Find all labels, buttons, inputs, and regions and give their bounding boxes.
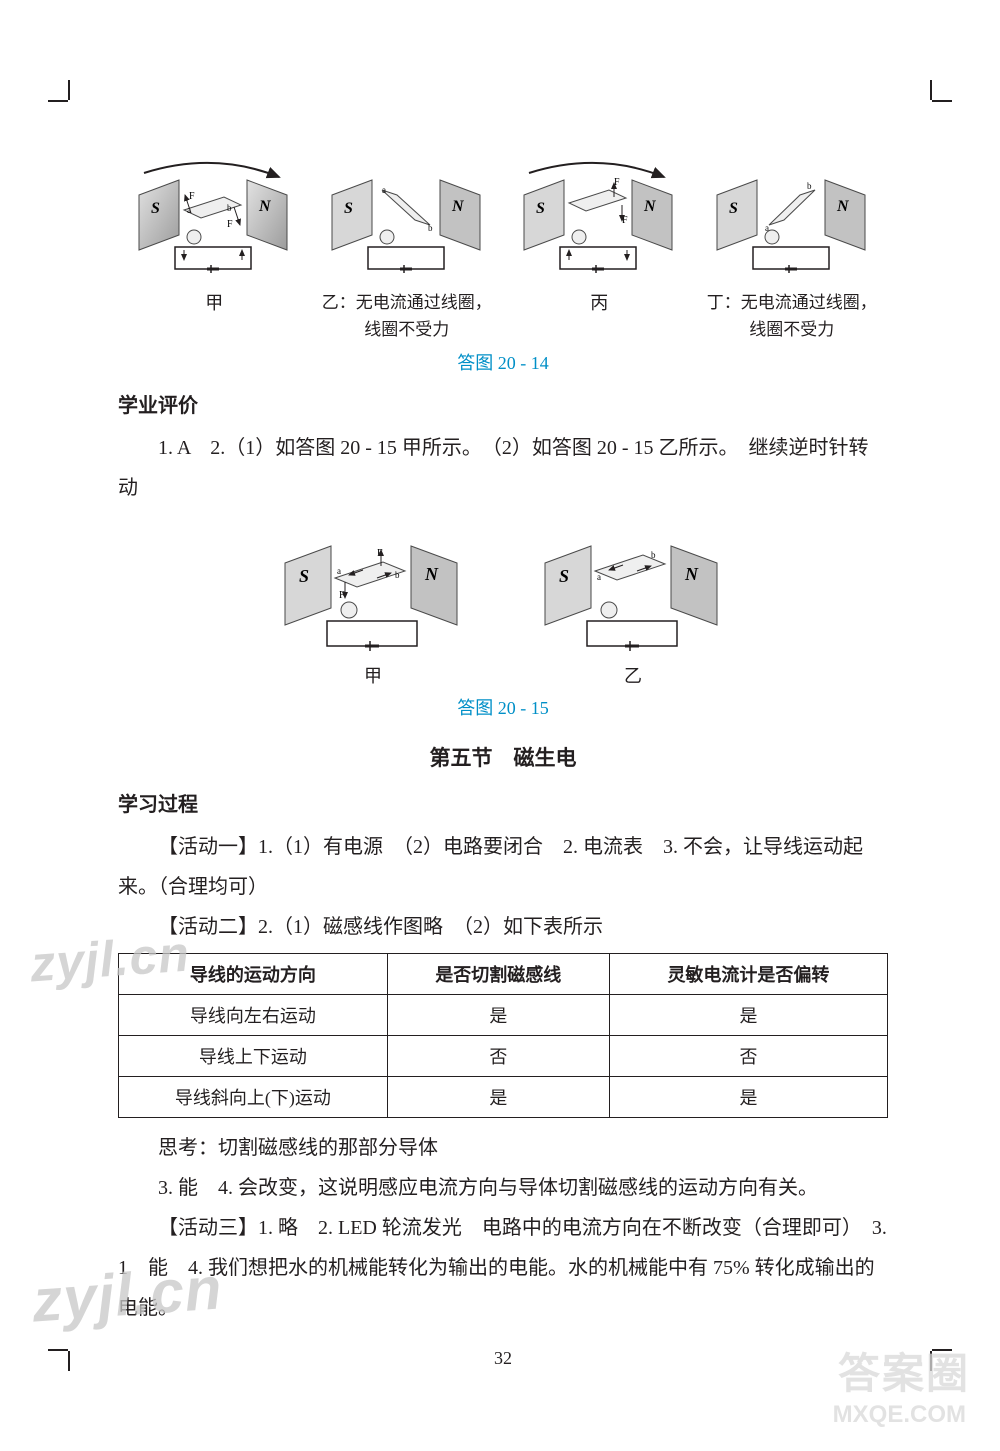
watermark-mxqe: MXQE.COM: [833, 1401, 966, 1429]
motor-diagram-icon: S N b a: [533, 518, 733, 658]
figure-mid-1: S N F F a b 甲: [273, 518, 473, 688]
table-header: 灵敏电流计是否偏转: [609, 954, 887, 995]
crop-mark-br: [922, 1341, 952, 1371]
figure-sublabel: 乙: [533, 662, 733, 688]
svg-text:b: b: [227, 203, 232, 213]
svg-text:b: b: [651, 550, 656, 560]
crop-mark-bl: [48, 1341, 78, 1371]
figure-ref-top: 答图 20 - 14: [118, 349, 888, 375]
svg-text:S: S: [299, 566, 309, 586]
process-heading: 学习过程: [118, 788, 888, 817]
table-cell: 否: [609, 1036, 887, 1077]
svg-text:a: a: [597, 572, 601, 582]
process-thinking: 思考：切割磁感线的那部分导体: [118, 1128, 888, 1168]
table-cell: 是: [387, 995, 609, 1036]
svg-text:S: S: [344, 200, 353, 217]
table-cell: 导线斜向上(下)运动: [119, 1077, 388, 1118]
motor-diagram-icon: S N F F: [514, 155, 684, 285]
svg-text:F: F: [614, 177, 620, 188]
page-number: 32: [118, 1348, 888, 1369]
svg-text:S: S: [151, 200, 160, 217]
eval-text: 1. A 2.（1）如答图 20 - 15 甲所示。 （2）如答图 20 - 1…: [118, 428, 888, 508]
table-cell: 是: [387, 1077, 609, 1118]
section-title: 第五节 磁生电: [118, 742, 888, 772]
svg-text:S: S: [729, 200, 738, 217]
figure-ref-mid: 答图 20 - 15: [118, 694, 888, 720]
figure-sublabel: 丁：无电流通过线圈， 线圈不受力: [696, 289, 889, 343]
svg-text:a: a: [382, 185, 386, 195]
svg-text:N: N: [258, 198, 272, 215]
table-header: 导线的运动方向: [119, 954, 388, 995]
svg-text:N: N: [451, 198, 465, 215]
motor-diagram-icon: S N F F a b: [129, 155, 299, 285]
svg-text:F: F: [227, 219, 233, 230]
svg-text:N: N: [643, 198, 657, 215]
process-para-3: 3. 能 4. 会改变，这说明感应电流方向与导体切割磁感线的运动方向有关。: [118, 1168, 888, 1208]
process-para-1: 【活动一】1.（1）有电源 （2）电路要闭合 2. 电流表 3. 不会，让导线运…: [118, 827, 888, 907]
table-cell: 导线上下运动: [119, 1036, 388, 1077]
svg-text:N: N: [684, 564, 699, 584]
svg-text:N: N: [836, 198, 850, 215]
svg-text:F: F: [339, 590, 345, 601]
crop-mark-tl: [48, 80, 78, 110]
svg-text:b: b: [428, 223, 433, 233]
svg-text:b: b: [395, 570, 400, 580]
table-header-row: 导线的运动方向 是否切割磁感线 灵敏电流计是否偏转: [119, 954, 888, 995]
motor-diagram-icon: S N b a: [707, 155, 877, 285]
process-para-4: 【活动三】1. 略 2. LED 轮流发光 电路中的电流方向在不断改变（合理即可…: [118, 1208, 888, 1328]
figure-sublabel: 甲: [118, 289, 311, 315]
figure-sublabel: 乙：无电流通过线圈， 线圈不受力: [311, 289, 504, 343]
page-content: S N F F a b 甲 S: [118, 155, 888, 1369]
motor-diagram-icon: S N a b: [322, 155, 492, 285]
table-cell: 导线向左右运动: [119, 995, 388, 1036]
crop-mark-tr: [922, 80, 952, 110]
table-row: 导线斜向上(下)运动 是 是: [119, 1077, 888, 1118]
table-cell: 是: [609, 995, 887, 1036]
svg-text:F: F: [622, 215, 628, 226]
svg-text:N: N: [424, 564, 439, 584]
table-row: 导线向左右运动 是 是: [119, 995, 888, 1036]
svg-text:F: F: [377, 548, 383, 559]
table-row: 导线上下运动 否 否: [119, 1036, 888, 1077]
svg-text:S: S: [536, 200, 545, 217]
table-cell: 否: [387, 1036, 609, 1077]
process-para-2: 【活动二】2.（1）磁感线作图略 （2）如下表所示: [118, 907, 888, 947]
figure-sublabel: 甲: [273, 662, 473, 688]
table-header: 是否切割磁感线: [387, 954, 609, 995]
svg-text:b: b: [807, 181, 812, 191]
eval-heading: 学业评价: [118, 389, 888, 418]
table-cell: 是: [609, 1077, 887, 1118]
svg-text:S: S: [559, 566, 569, 586]
figure-row-mid: S N F F a b 甲: [118, 518, 888, 688]
motor-diagram-icon: S N F F a b: [273, 518, 473, 658]
figure-mid-2: S N b a 乙: [533, 518, 733, 688]
svg-text:F: F: [189, 191, 195, 202]
figure-row-top: S N F F a b 甲 S: [118, 155, 888, 343]
figure-top-2: S N a b 乙：无电流通过线圈， 线圈不受力: [311, 155, 504, 343]
figure-top-4: S N b a 丁：无电流通过线圈， 线圈不受力: [696, 155, 889, 343]
data-table: 导线的运动方向 是否切割磁感线 灵敏电流计是否偏转 导线向左右运动 是 是 导线…: [118, 953, 888, 1118]
figure-top-1: S N F F a b 甲: [118, 155, 311, 343]
figure-top-3: S N F F 丙: [503, 155, 696, 343]
figure-sublabel: 丙: [503, 289, 696, 315]
svg-text:a: a: [337, 566, 341, 576]
